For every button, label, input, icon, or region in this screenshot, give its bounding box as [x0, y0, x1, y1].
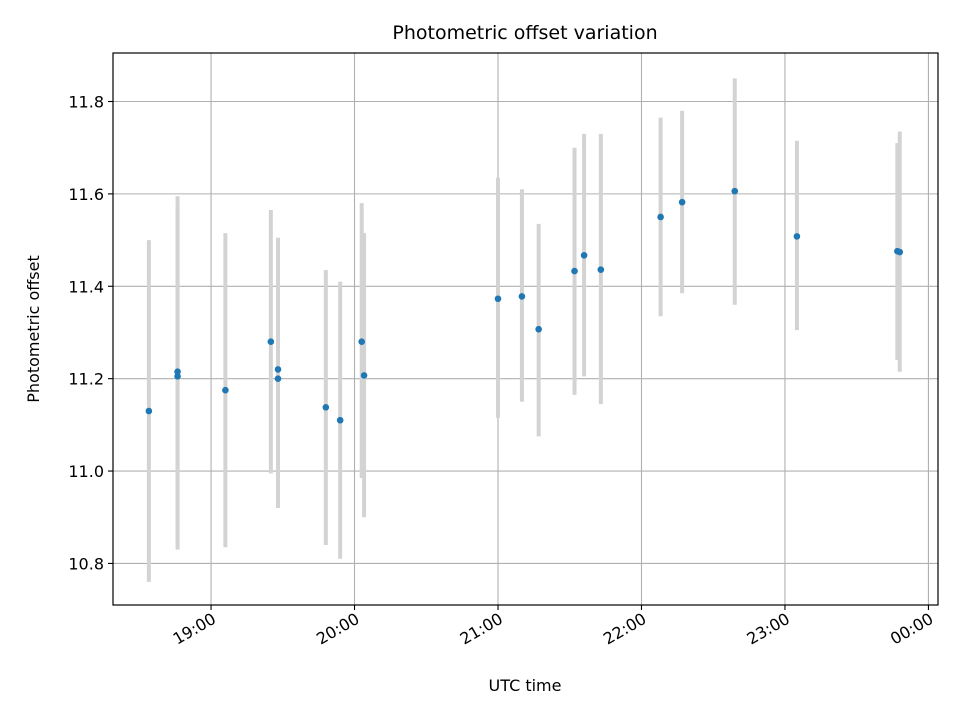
- x-tick-label: 00:00: [887, 609, 936, 649]
- data-point: [322, 403, 330, 411]
- data-point: [336, 416, 344, 424]
- data-point: [793, 233, 801, 240]
- data-point: [358, 338, 365, 346]
- data-point: [174, 368, 181, 376]
- data-point: [494, 295, 502, 303]
- data-point: [145, 407, 153, 415]
- x-tick-label: 21:00: [457, 609, 506, 649]
- data-point: [571, 267, 578, 275]
- chart-title: Photometric offset variation: [392, 22, 657, 44]
- data-point: [274, 375, 282, 382]
- data-point: [267, 338, 275, 346]
- x-tick-label: 20:00: [313, 609, 362, 649]
- data-point: [657, 213, 664, 221]
- data-points: [145, 187, 904, 424]
- x-axis-ticks: 19:00 20:00 21:00 22:00 23:00 00:00: [170, 605, 936, 649]
- y-tick-label: 11.0: [68, 462, 104, 481]
- y-axis-label: Photometric offset: [24, 255, 43, 403]
- y-tick-label: 11.8: [68, 93, 104, 112]
- data-point: [896, 248, 904, 256]
- y-tick-label: 11.6: [68, 185, 104, 204]
- data-point: [518, 293, 526, 300]
- plot-frame: [112, 52, 939, 606]
- data-point: [731, 187, 739, 195]
- y-axis-ticks: 10.8 11.0 11.2 11.4 11.6 11.8: [68, 93, 113, 573]
- data-point: [174, 373, 181, 380]
- data-point: [360, 372, 368, 379]
- errorbars: [146, 78, 902, 582]
- grid: [113, 53, 938, 605]
- data-point: [274, 366, 282, 373]
- data-point: [535, 325, 542, 333]
- y-tick-label: 10.8: [68, 554, 104, 573]
- x-tick-label: 23:00: [744, 609, 793, 649]
- y-tick-label: 11.4: [68, 277, 104, 296]
- data-point: [597, 266, 605, 273]
- x-tick-label: 22:00: [600, 609, 649, 649]
- x-axis-label: UTC time: [489, 676, 562, 695]
- y-tick-label: 11.2: [68, 370, 104, 389]
- data-point: [580, 252, 588, 259]
- x-tick-label: 19:00: [170, 609, 219, 649]
- data-point: [678, 198, 686, 206]
- data-point: [222, 386, 229, 394]
